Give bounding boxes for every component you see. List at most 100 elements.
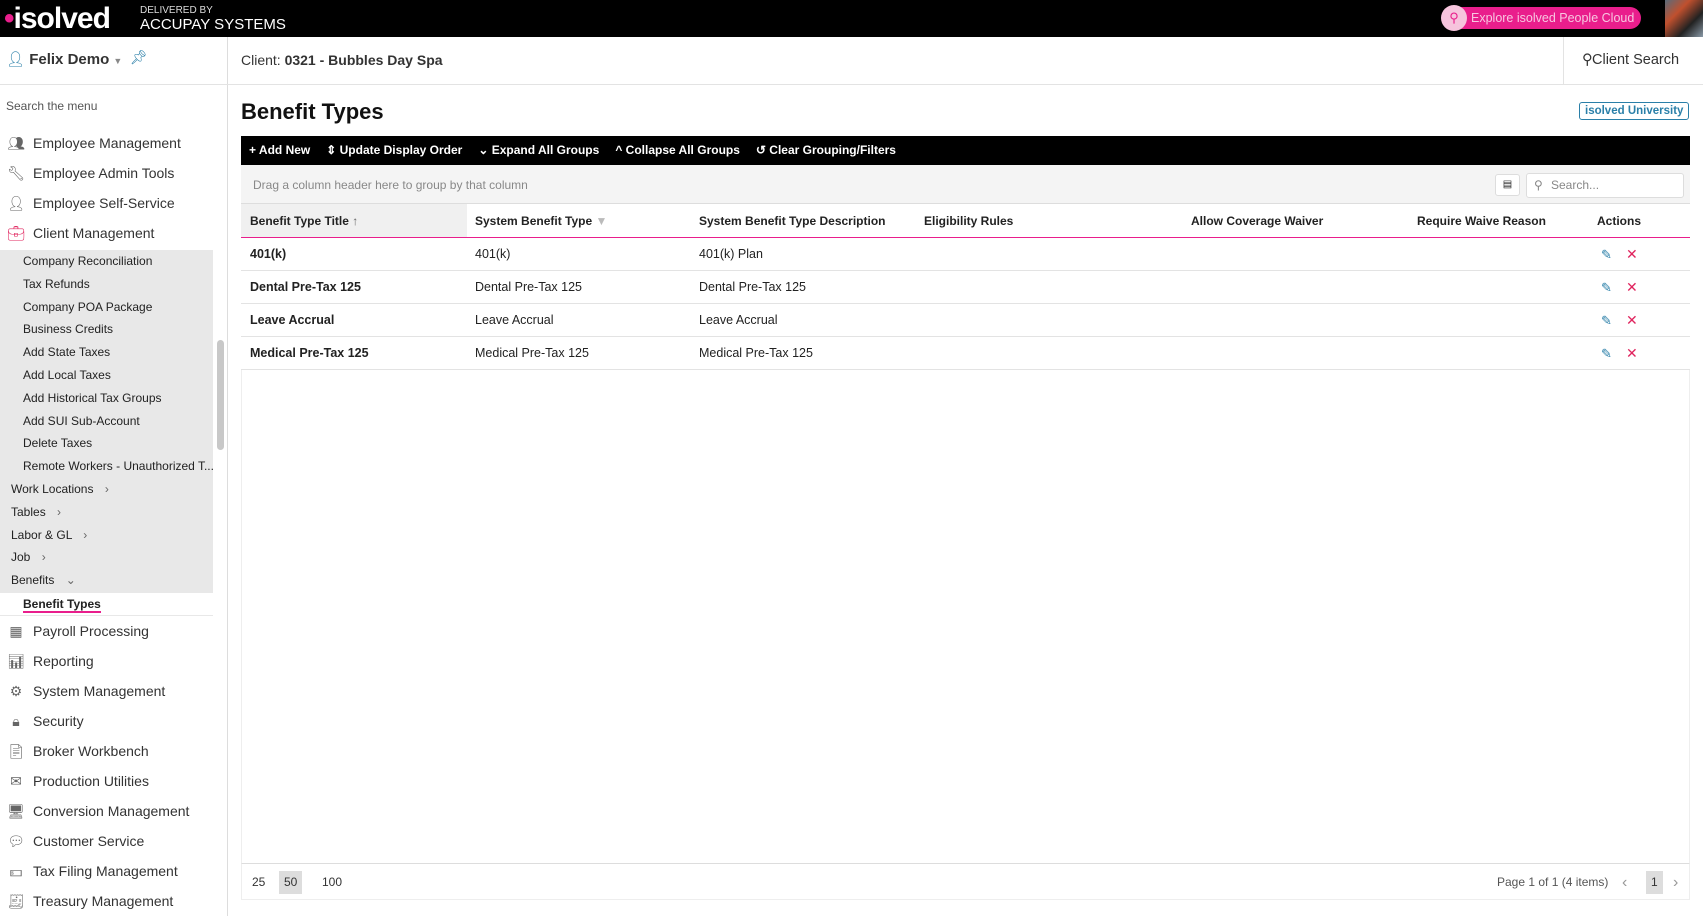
sidebar-item-benefit-types[interactable]: Benefit Types [0,593,213,615]
sidebar-item[interactable]: 💬︎ Customer Service [0,827,228,855]
explore-label: Explore isolved People Cloud [1471,11,1635,25]
grid-search-input[interactable]: ⚲ Search... [1526,173,1684,198]
group-panel[interactable]: Drag a column header here to group by th… [241,165,1690,204]
column-header-system-type[interactable]: System Benefit Type ▼ [475,204,607,238]
client-search-button[interactable]: ⚲ Client Search [1563,37,1703,84]
sidebar-group[interactable]: Job › [0,546,213,569]
sidebar-group[interactable]: Tables › [0,500,213,523]
user-menu[interactable]: 👤︎ Felix Demo ▼ [6,50,122,68]
sidebar-item[interactable]: 💼︎ Client Management [0,219,228,247]
sidebar-scrollbar[interactable] [217,340,224,450]
update-order-label: Update Display Order [339,143,463,157]
page-title: Benefit Types [241,99,384,124]
sidebar-subitem[interactable]: Tax Refunds [0,272,213,295]
user-icon: 👤︎ [6,51,26,68]
sidebar-item-label: Employee Management [33,135,181,151]
page-size-50[interactable]: 50 [279,871,303,894]
edit-icon[interactable]: ✎ [1601,280,1612,295]
column-header-eligibility[interactable]: Eligibility Rules [924,214,1014,228]
sort-icon: ⇕ [326,143,340,157]
sidebar-subitem[interactable]: Add Historical Tax Groups [0,386,213,409]
export-icon: ▤ [1502,179,1513,190]
prev-page-button[interactable]: ‹ [1622,874,1628,891]
sidebar-item[interactable]: 👤︎ Employee Self-Service [0,189,228,217]
sidebar-item-label: Treasury Management [33,893,174,909]
edit-icon[interactable]: ✎ [1601,313,1612,328]
table-row[interactable]: Medical Pre-Tax 125 Medical Pre-Tax 125 … [241,337,1690,370]
sidebar-item-label: Production Utilities [33,773,149,789]
sidebar-item[interactable]: 🖥︎ Conversion Management [0,797,228,825]
grid-pager: 25 50 100 Page 1 of 1 (4 items) ‹ 1 › [241,863,1690,900]
table-row[interactable]: 401(k) 401(k) 401(k) Plan ✎ ✕ [241,238,1690,271]
filter-icon[interactable]: ▼ [595,214,608,228]
cell-description: Medical Pre-Tax 125 [699,346,813,360]
expand-all-groups-button[interactable]: ⌄ Expand All Groups [478,136,599,165]
export-button[interactable]: ▤ [1495,174,1520,196]
collapse-all-groups-button[interactable]: ^ Collapse All Groups [615,136,740,165]
sidebar-item[interactable]: 👥︎ Employee Management [0,129,228,157]
sidebar-item[interactable]: ⚙ System Management [0,677,228,705]
chevron-right-icon: › [41,550,46,565]
table-row[interactable]: Leave Accrual Leave Accrual Leave Accrua… [241,304,1690,337]
gear-icon: ⚙ [9,683,23,699]
sidebar-item[interactable]: ✉ Production Utilities [0,767,228,795]
delivered-by-label: DELIVERED BY [140,5,213,16]
page-size-100[interactable]: 100 [322,875,343,889]
avatar[interactable] [1665,0,1703,37]
update-display-order-button[interactable]: ⇕ Update Display Order [326,136,462,165]
column-header-title[interactable]: Benefit Type Title ↑ [250,204,358,238]
sidebar-subitem[interactable]: Company POA Package [0,295,213,318]
cell-title: Leave Accrual [250,313,335,327]
briefcase-icon: 💼︎ [7,225,25,241]
mail-icon: ✉ [10,773,22,789]
isolved-university-link[interactable]: isolved University [1579,102,1690,120]
edit-icon[interactable]: ✎ [1601,247,1612,262]
sidebar-subitem[interactable]: Add Local Taxes [0,364,213,386]
chevron-up-icon: ^ [615,143,626,157]
sidebar-item-label: Payroll Processing [33,623,149,639]
sidebar-item-label: Reporting [33,653,94,669]
page-1-button[interactable]: 1 [1646,871,1663,894]
sidebar-item[interactable]: ▦ Payroll Processing [0,617,228,645]
sidebar-item[interactable]: 📄︎ Broker Workbench [0,737,228,765]
column-header-coverage-waiver[interactable]: Allow Coverage Waiver [1191,214,1324,228]
table-row[interactable]: Dental Pre-Tax 125 Dental Pre-Tax 125 De… [241,271,1690,304]
page-info: Page 1 of 1 (4 items) [1497,875,1609,889]
delete-icon[interactable]: ✕ [1626,345,1638,361]
pin-icon[interactable]: 📌︎ [130,49,148,65]
calculator-icon: ▦ [9,623,23,639]
sidebar-subitem[interactable]: Remote Workers - Unauthorized T... [0,455,214,478]
column-header-waive-reason[interactable]: Require Waive Reason [1417,214,1546,228]
search-icon: ⚲ [1534,178,1543,192]
delete-icon[interactable]: ✕ [1626,279,1638,295]
sidebar-item[interactable]: 🔧︎ Employee Admin Tools [0,159,228,187]
delete-icon[interactable]: ✕ [1626,312,1638,328]
sidebar-subitem[interactable]: Delete Taxes [0,432,213,455]
sidebar-group[interactable]: Work Locations › [0,478,213,500]
add-new-button[interactable]: + Add New [249,136,310,165]
explore-people-cloud-button[interactable]: ⚲ Explore isolved People Cloud [1441,5,1641,31]
column-header-description[interactable]: System Benefit Type Description [699,214,886,228]
chevron-right-icon: › [104,482,109,496]
sorted-column-bg [241,204,467,237]
isolved-logo[interactable]: •isolved [4,2,111,35]
sidebar-item[interactable]: 🧾︎ Treasury Management [0,887,228,915]
sidebar-item[interactable]: 🔒︎ Security [0,707,228,735]
page-size-25[interactable]: 25 [252,875,266,889]
client-label: Client: 0321 - Bubbles Day Spa [241,52,443,68]
clear-grouping-filters-button[interactable]: ↺ Clear Grouping/Filters [756,136,896,165]
edit-icon[interactable]: ✎ [1601,346,1612,361]
sidebar-group[interactable]: Benefits ⌄ [0,569,213,592]
sidebar-group[interactable]: Labor & GL › [0,523,213,546]
sidebar-item[interactable]: 📊︎ Reporting [0,647,228,675]
person-icon: 👤︎ [7,195,25,211]
sidebar-subitem[interactable]: Add SUI Sub-Account [0,409,213,432]
sidebar-subitem[interactable]: Business Credits [0,318,213,341]
rocket-icon: ⚲ [1441,5,1467,31]
next-page-button[interactable]: › [1673,874,1679,891]
sidebar-subitem[interactable]: Add State Taxes [0,341,213,364]
delete-icon[interactable]: ✕ [1626,246,1638,262]
sidebar-item[interactable]: 💵︎ Tax Filing Management [0,857,228,885]
sidebar-subitem[interactable]: Company Reconciliation [0,250,213,272]
menu-search-input[interactable]: Search the menu [6,99,98,113]
